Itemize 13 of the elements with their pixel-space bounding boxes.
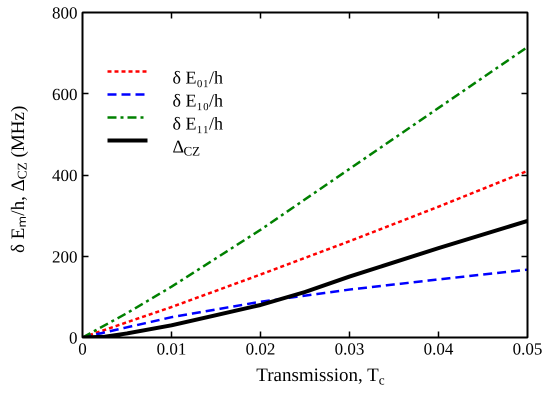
x-tick-label: 0.02: [246, 340, 276, 358]
legend-label: δ E₁₀/h: [172, 90, 224, 110]
x-tick-label: 0.01: [156, 340, 186, 358]
legend-label: δ E₁₁/h: [172, 114, 224, 134]
y-tick-label: 800: [52, 4, 78, 22]
y-tick-label: 200: [52, 247, 78, 266]
x-tick-label: 0.03: [334, 340, 364, 358]
x-axis-title: Transmission, T$_{c}$: [256, 364, 385, 390]
x-tick-label: 0.04: [424, 340, 454, 358]
y-tick-label: 400: [52, 166, 78, 185]
x-tick-label: 0.05: [512, 340, 542, 358]
legend-label: δ E₀₁/h: [172, 68, 224, 88]
y-tick-label: 600: [52, 84, 78, 104]
